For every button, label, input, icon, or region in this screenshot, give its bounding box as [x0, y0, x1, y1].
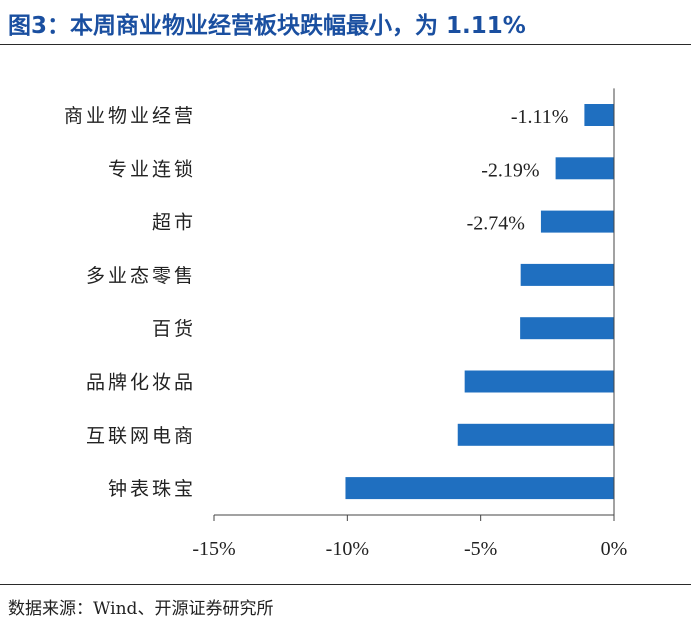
x-tick-label: -10% — [326, 538, 369, 560]
source-divider — [0, 584, 691, 585]
category-label: 超市 — [152, 212, 196, 234]
bar — [520, 317, 614, 340]
bar — [555, 157, 614, 180]
category-label: 品牌化妆品 — [86, 372, 196, 394]
bar — [464, 370, 614, 393]
title-bar: 图3：本周商业物业经营板块跌幅最小，为 1.11% — [0, 0, 691, 44]
data-label: -2.74% — [467, 213, 525, 235]
bar — [345, 477, 614, 500]
category-label: 钟表珠宝 — [108, 478, 196, 500]
category-label: 百货 — [152, 318, 196, 340]
category-label: 商业物业经营 — [64, 105, 196, 127]
title-divider — [0, 44, 691, 45]
bar-chart: 商业物业经营 -1.11% 专业连锁 -2.19% 超市 -2.74% 多业态零售百货品牌化… — [64, 88, 628, 560]
category-label: 专业连锁 — [108, 158, 196, 180]
source-note: 数据来源：Wind、开源证券研究所 — [8, 599, 274, 619]
bar — [540, 210, 614, 233]
data-label: -1.11% — [511, 106, 569, 128]
category-label: 多业态零售 — [86, 265, 196, 287]
category-label: 互联网电商 — [86, 425, 196, 447]
x-tick-label: 0% — [601, 538, 628, 560]
x-tick-label: -15% — [192, 538, 235, 560]
data-label: -2.19% — [481, 159, 539, 181]
figure-title: 图3：本周商业物业经营板块跌幅最小，为 1.11% — [8, 13, 526, 39]
bar — [457, 423, 614, 446]
bar — [520, 263, 614, 286]
x-tick-label: -5% — [464, 538, 497, 560]
bar — [584, 104, 614, 126]
